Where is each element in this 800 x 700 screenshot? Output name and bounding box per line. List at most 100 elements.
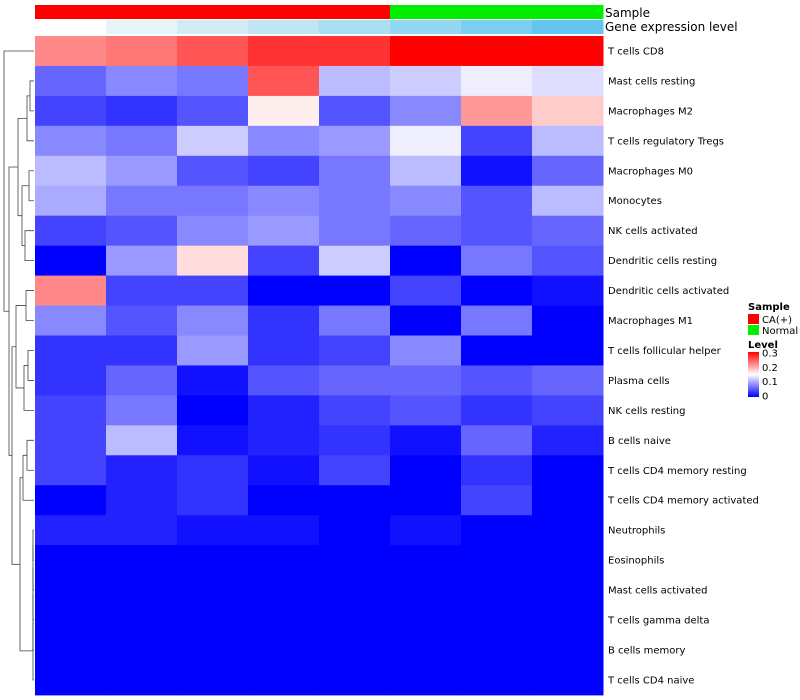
heatmap-cell <box>106 545 178 576</box>
sample-annotation-cell <box>35 5 107 19</box>
heatmap-cell <box>532 635 604 666</box>
heatmap-cell <box>319 215 391 247</box>
dendrogram-branch <box>24 230 34 262</box>
heatmap-cell <box>461 245 533 277</box>
heatmap-cell <box>319 275 391 307</box>
heatmap-cell <box>319 245 391 277</box>
heatmap-cell <box>390 155 462 187</box>
gene-expression-annotation-cell <box>35 20 107 34</box>
dendrogram-branch <box>21 185 29 247</box>
heatmap-cell <box>532 215 604 247</box>
heatmap-cell <box>532 545 604 576</box>
heatmap-cell <box>319 305 391 336</box>
heatmap-cell <box>106 95 178 127</box>
heatmap-cell <box>248 605 320 636</box>
heatmap-cell <box>532 365 604 396</box>
sample-annotation-cell <box>319 5 391 19</box>
heatmap-cell <box>461 185 533 217</box>
heatmap-cell <box>532 36 604 67</box>
heatmap-cell <box>532 335 604 366</box>
dendrogram-branch <box>23 365 34 411</box>
sample-annotation-title: Sample <box>605 6 650 20</box>
heatmap-cell <box>319 605 391 636</box>
heatmap-cell <box>106 635 178 666</box>
heatmap-cell <box>390 245 462 277</box>
sample-annotation-cell <box>106 5 178 19</box>
dendrogram-branch <box>29 80 34 112</box>
row-label: T cells CD4 memory resting <box>607 466 747 477</box>
heatmap-cell <box>177 575 249 606</box>
dendrogram-branch <box>27 350 34 381</box>
legend: Sample CA(+)Normal Level 0.3 0.2 0.1 0 <box>748 302 798 403</box>
row-label: NK cells activated <box>608 226 698 237</box>
heatmap-cell <box>461 485 533 516</box>
heatmap-cell <box>390 275 462 307</box>
sample-legend-title: Sample <box>748 302 790 313</box>
heatmap-cell <box>248 125 320 157</box>
heatmap-cell <box>35 185 107 217</box>
gene-expression-annotation-cell <box>248 20 320 34</box>
heatmap-cell <box>319 36 391 67</box>
heatmap-cell <box>461 664 533 696</box>
heatmap-cell <box>35 335 107 366</box>
heatmap-cell <box>390 515 462 546</box>
heatmap-cell <box>248 335 320 366</box>
heatmap-cell <box>461 515 533 546</box>
row-label: T cells gamma delta <box>607 616 709 627</box>
row-labels: T cells CD8 Mast cells resting Macrophages… <box>607 46 759 686</box>
heatmap-cell <box>319 515 391 546</box>
row-label: T cells CD4 memory activated <box>607 496 759 507</box>
heatmap-cell <box>461 545 533 576</box>
heatmap-cell <box>177 395 249 426</box>
gene-expression-annotation-cell <box>319 20 391 34</box>
level-tick-label: 0 <box>762 392 768 403</box>
heatmap-cell <box>35 515 107 546</box>
heatmap-cell <box>177 36 249 67</box>
heatmap-cell <box>390 455 462 486</box>
heatmap-cell <box>35 95 107 127</box>
heatmap-cell <box>532 125 604 157</box>
heatmap-cell <box>319 185 391 217</box>
gene-expression-annotation-cell <box>532 20 604 34</box>
heatmap-cell <box>390 395 462 426</box>
heatmap-cell <box>177 95 249 127</box>
heatmap-cell <box>106 515 178 546</box>
heatmap-cell <box>319 125 391 157</box>
sample-legend-swatch <box>748 314 759 324</box>
heatmap-cell <box>319 155 391 187</box>
heatmap-cell <box>106 335 178 366</box>
heatmap-cell <box>248 545 320 576</box>
dendrogram-branch <box>3 50 34 312</box>
heatmap-cell <box>106 245 178 277</box>
dendrogram-branch <box>22 454 34 501</box>
heatmap-cell <box>35 125 107 157</box>
heatmap-cell <box>248 65 320 97</box>
gene-expression-annotation-cell <box>106 20 178 34</box>
heatmap-cell <box>177 605 249 636</box>
heatmap-cell <box>35 635 107 666</box>
heatmap-cell <box>390 425 462 456</box>
heatmap-cell <box>106 425 178 456</box>
heatmap-cell <box>35 545 107 576</box>
heatmap-cell <box>35 485 107 516</box>
heatmap-cell <box>319 365 391 396</box>
heatmap-cell <box>532 185 604 217</box>
level-tick-label: 0.3 <box>762 349 778 360</box>
row-label: T cells regulatory Tregs <box>607 136 724 147</box>
gene-expression-annotation-cell <box>461 20 533 34</box>
row-label: T cells CD8 <box>607 46 664 57</box>
dendrogram-branch <box>26 439 34 471</box>
dendrogram-branch <box>8 166 18 456</box>
heatmap-cell <box>35 605 107 636</box>
heatmap-cell <box>532 575 604 606</box>
heatmap-cell <box>390 185 462 217</box>
heatmap-cell <box>532 605 604 636</box>
heatmap-cell <box>390 95 462 127</box>
heatmap-cell <box>390 215 462 247</box>
heatmap-cell <box>177 275 249 307</box>
heatmap-cell <box>319 95 391 127</box>
sample-annotation-cell <box>248 5 320 19</box>
heatmap-cell <box>532 245 604 277</box>
heatmap-cell <box>532 65 604 97</box>
heatmap-cell <box>35 395 107 426</box>
